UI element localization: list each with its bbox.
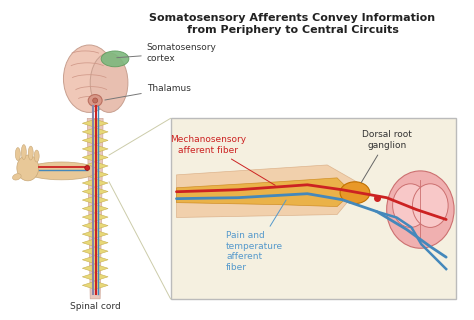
Polygon shape [176,178,352,207]
Ellipse shape [64,45,115,112]
Ellipse shape [34,150,39,162]
Ellipse shape [88,95,102,107]
Polygon shape [82,230,108,238]
Polygon shape [82,264,108,272]
FancyBboxPatch shape [171,118,456,299]
Polygon shape [82,239,108,247]
Ellipse shape [26,162,97,180]
Polygon shape [82,119,108,127]
Ellipse shape [28,146,33,160]
Polygon shape [82,213,108,221]
Polygon shape [82,170,108,179]
Polygon shape [82,179,108,187]
Ellipse shape [412,184,448,228]
Text: Dorsal root
ganglion: Dorsal root ganglion [361,131,411,182]
Ellipse shape [101,51,129,67]
Text: Spinal cord: Spinal cord [70,302,120,311]
Polygon shape [82,136,108,144]
Ellipse shape [12,174,21,180]
Polygon shape [82,196,108,204]
Polygon shape [82,221,108,230]
Ellipse shape [90,53,128,112]
Text: Pain and
temperature
afferent
fiber: Pain and temperature afferent fiber [226,200,286,272]
Ellipse shape [21,145,26,159]
Polygon shape [82,153,108,162]
Text: from Periphery to Central Circuits: from Periphery to Central Circuits [187,25,399,35]
Polygon shape [82,145,108,153]
Polygon shape [82,188,108,196]
Polygon shape [82,247,108,255]
Ellipse shape [85,165,90,171]
Text: Mechanosensory
afferent fiber: Mechanosensory afferent fiber [170,135,275,185]
Polygon shape [176,165,362,218]
Ellipse shape [17,155,39,181]
Ellipse shape [387,171,454,248]
Text: Thalamus: Thalamus [105,84,191,100]
Ellipse shape [93,98,98,103]
Text: Somatosensory Afferents Convey Information: Somatosensory Afferents Convey Informati… [149,13,436,23]
Polygon shape [82,281,108,289]
Polygon shape [82,256,108,264]
Polygon shape [82,128,108,136]
Ellipse shape [392,184,428,228]
Polygon shape [82,204,108,213]
Ellipse shape [340,182,370,204]
Ellipse shape [15,148,20,161]
Polygon shape [82,162,108,170]
Text: Somatosensory
cortex: Somatosensory cortex [117,43,217,63]
Polygon shape [87,118,103,299]
Polygon shape [82,273,108,281]
